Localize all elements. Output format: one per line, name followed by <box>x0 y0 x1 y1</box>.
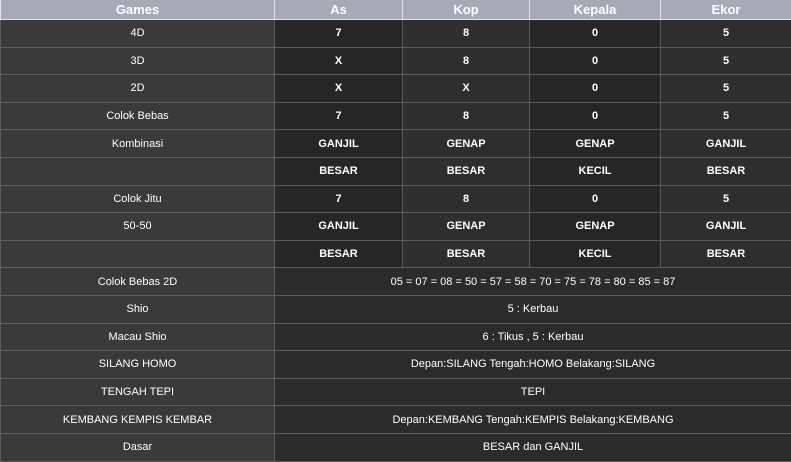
row-label: KEMBANG KEMPIS KEMBAR <box>0 405 275 434</box>
cell: GENAP <box>402 129 530 158</box>
cell: BESAR <box>660 239 791 269</box>
cell: 5 <box>660 184 791 214</box>
cell: KECIL <box>529 156 661 186</box>
table-row: Colok Bebas 2D 05 = 07 = 08 = 50 = 57 = 5… <box>0 267 791 296</box>
table-row: Macau Shio 6 : Tikus , 5 : Kerbau <box>0 322 791 352</box>
table-row: Colok Jitu 7 8 0 5 <box>0 184 791 214</box>
cell: BESAR <box>274 156 403 186</box>
cell: 5 <box>660 46 791 76</box>
cell: Depan:SILANG Tengah:HOMO Belakang:SILANG <box>274 350 791 379</box>
cell: BESAR <box>274 239 403 269</box>
row-label: 3D <box>0 46 275 76</box>
row-label: 50-50 <box>0 212 275 241</box>
cell: GANJIL <box>660 212 791 241</box>
cell: Depan:KEMBANG Tengah:KEMPIS Belakang:KEM… <box>274 405 791 434</box>
cell: 7 <box>274 184 403 214</box>
cell: X <box>274 74 403 103</box>
cell: BESAR <box>660 156 791 186</box>
cell: 7 <box>274 101 403 131</box>
cell: 8 <box>402 101 530 131</box>
row-label: SILANG HOMO <box>0 350 275 379</box>
cell: 0 <box>529 46 661 76</box>
cell: 6 : Tikus , 5 : Kerbau <box>274 322 791 352</box>
cell: 5 <box>660 19 791 48</box>
table-row: Dasar BESAR dan GANJIL <box>0 432 791 462</box>
cell: 0 <box>529 101 661 131</box>
cell: BESAR <box>402 156 530 186</box>
row-label: Dasar <box>0 432 275 462</box>
cell: 0 <box>529 74 661 103</box>
cell: 8 <box>402 19 530 48</box>
cell: GANJIL <box>274 129 403 158</box>
row-label: Colok Jitu <box>0 184 275 214</box>
cell: 5 <box>660 74 791 103</box>
row-label: 2D <box>0 74 275 103</box>
cell: 0 <box>529 19 661 48</box>
header-cell: Kop <box>402 0 530 20</box>
cell: 8 <box>402 46 530 76</box>
row-label: Colok Bebas <box>0 101 275 131</box>
row-label <box>0 156 275 186</box>
table-head: Games As Kop Kepala Ekor <box>0 0 791 20</box>
cell: X <box>274 46 403 76</box>
table-row: KEMBANG KEMPIS KEMBAR Depan:KEMBANG Tenga… <box>0 405 791 434</box>
table-row: BESAR BESAR KECIL BESAR <box>0 156 791 186</box>
cell: 5 : Kerbau <box>274 294 791 324</box>
header-cell: Ekor <box>660 0 791 20</box>
header-cell: Games <box>0 0 275 20</box>
cell: GENAP <box>529 212 661 241</box>
table-row: BESAR BESAR KECIL BESAR <box>0 239 791 269</box>
table-row: 2D X X 0 5 <box>0 74 791 103</box>
cell: 0 <box>529 184 661 214</box>
row-label: Shio <box>0 294 275 324</box>
cell: GANJIL <box>274 212 403 241</box>
table-row: 4D 7 8 0 5 <box>0 19 791 48</box>
table-row: Shio 5 : Kerbau <box>0 294 791 324</box>
table-row: TENGAH TEPI TEPI <box>0 377 791 407</box>
header-cell: As <box>274 0 403 20</box>
row-label: TENGAH TEPI <box>0 377 275 407</box>
header-cell: Kepala <box>529 0 661 20</box>
cell: GANJIL <box>660 129 791 158</box>
table-row: Kombinasi GANJIL GENAP GENAP GANJIL <box>0 129 791 158</box>
cell: 5 <box>660 101 791 131</box>
table-body: 4D 7 8 0 5 3D X 8 0 5 2D X X 0 5 Colok Bebas 7 8 0 5 Kombina… <box>0 19 791 462</box>
cell: TEPI <box>274 377 791 407</box>
table-row: 50-50 GANJIL GENAP GENAP GANJIL <box>0 212 791 241</box>
cell: BESAR <box>402 239 530 269</box>
cell: KECIL <box>529 239 661 269</box>
cell: 8 <box>402 184 530 214</box>
table-row: 3D X 8 0 5 <box>0 46 791 76</box>
table-row: Colok Bebas 7 8 0 5 <box>0 101 791 131</box>
table-row: SILANG HOMO Depan:SILANG Tengah:HOMO Bela… <box>0 350 791 379</box>
row-label <box>0 239 275 269</box>
header-row: Games As Kop Kepala Ekor <box>0 0 791 20</box>
row-label: Kombinasi <box>0 129 275 158</box>
cell: GENAP <box>402 212 530 241</box>
cell: BESAR dan GANJIL <box>274 432 791 462</box>
cell: GENAP <box>529 129 661 158</box>
row-label: 4D <box>0 19 275 48</box>
cell: 05 = 07 = 08 = 50 = 57 = 58 = 70 = 75 = … <box>274 267 791 296</box>
row-label: Colok Bebas 2D <box>0 267 275 296</box>
cell: 7 <box>274 19 403 48</box>
row-label: Macau Shio <box>0 322 275 352</box>
cell: X <box>402 74 530 103</box>
